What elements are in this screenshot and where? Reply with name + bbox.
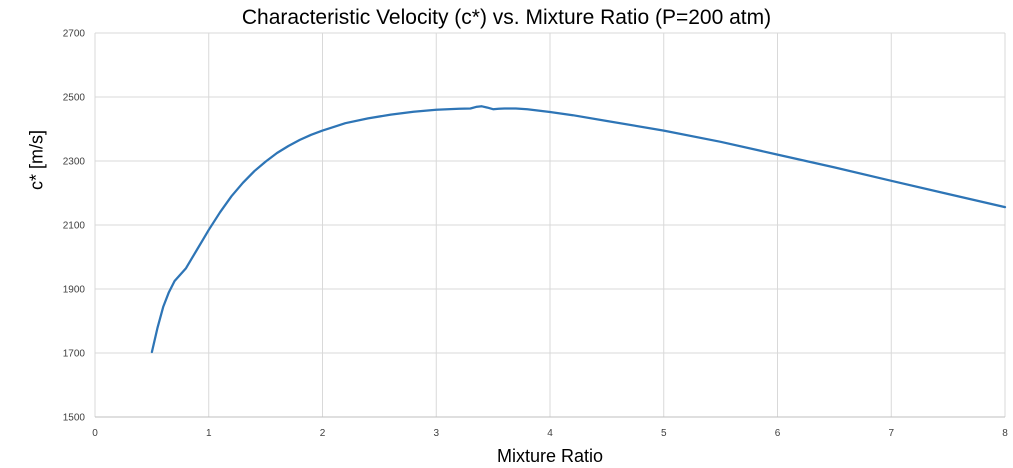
x-tick-label: 2	[320, 428, 326, 439]
tick-labels: 1500 1700 1900 2100 2300 2500 2700 0 1 2 3 4 5 6 7 8	[63, 29, 1008, 440]
series-layer	[150, 105, 1007, 354]
y-tick-label: 2500	[63, 93, 86, 104]
x-tick-label: 3	[433, 428, 439, 439]
chart-title: Characteristic Velocity (c*) vs. Mixture…	[241, 6, 772, 29]
x-tick-label: 4	[547, 428, 553, 439]
x-tick-label: 7	[888, 428, 894, 439]
grid-lines	[94, 32, 1006, 418]
y-tick-label: 1700	[63, 349, 86, 360]
x-tick-label: 1	[206, 428, 212, 439]
y-tick-label: 1500	[63, 413, 86, 424]
y-tick-label: 1900	[63, 285, 86, 296]
x-tick-label: 0	[92, 428, 98, 439]
series-line	[150, 105, 1007, 354]
y-tick-label: 2700	[63, 29, 86, 40]
y-tick-label: 2100	[63, 221, 86, 232]
x-axis-label: Mixture Ratio	[496, 446, 604, 466]
x-tick-label: 5	[661, 428, 667, 439]
x-tick-label: 8	[1002, 428, 1008, 439]
x-tick-label: 6	[775, 428, 781, 439]
y-tick-label: 2300	[63, 157, 86, 168]
